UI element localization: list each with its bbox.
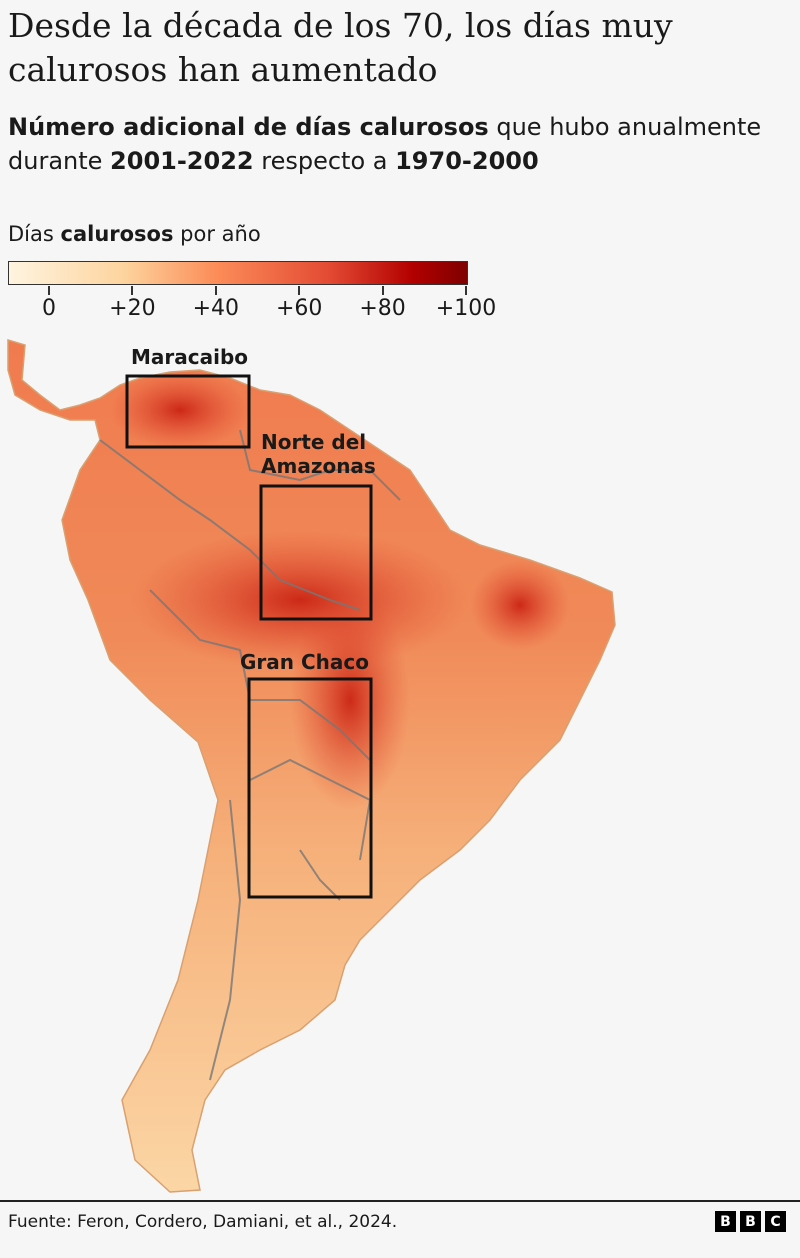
legend-title-pre: Días: [8, 222, 61, 246]
legend-tick: [214, 286, 217, 295]
south-america-map: [7, 339, 616, 1193]
logo-letter: B: [715, 1211, 736, 1232]
region-box-gran-chaco: [247, 677, 373, 899]
subtitle-bold-1: Número adicional de días calurosos: [8, 113, 489, 141]
legend-tick: [381, 286, 384, 295]
legend-tick: [298, 286, 301, 295]
legend-tick: [131, 286, 134, 295]
legend-tick-label: +40: [192, 296, 240, 321]
legend-tick-label: +80: [359, 296, 406, 321]
region-label-maracaibo: Maracaibo: [131, 345, 249, 369]
source-note: Fuente: Feron, Cordero, Damiani, et al.,…: [8, 1212, 398, 1232]
footer-divider: [0, 1200, 800, 1202]
page-title: Desde la década de los 70, los días muy …: [8, 6, 673, 89]
subtitle: Número adicional de días calurosos que h…: [8, 110, 788, 178]
legend-color-bar: [8, 261, 468, 285]
legend-tick-label: +60: [275, 296, 323, 321]
legend-tick-label: +100: [435, 296, 497, 321]
legend-title: Días calurosos por año: [8, 222, 261, 246]
subtitle-bold-5: 1970-2000: [395, 147, 539, 175]
legend-tick-label: +20: [109, 296, 156, 321]
region-box-maracaibo: [125, 374, 251, 449]
region-label-gran-chaco: Gran Chaco: [240, 650, 369, 674]
region-label-norte-amazonas: Norte del Amazonas: [261, 430, 376, 478]
logo-letter: C: [765, 1211, 786, 1232]
legend-tick-label: 0: [42, 296, 56, 321]
subtitle-bold-3: 2001-2022: [110, 147, 254, 175]
legend-title-bold: calurosos: [60, 222, 174, 246]
subtitle-text-2: que hubo anualmente durante: [8, 113, 762, 175]
bbc-logo: B B C: [715, 1211, 786, 1232]
region-box-norte-amazonas: [259, 484, 373, 621]
legend-title-post: por año: [173, 222, 261, 246]
logo-letter: B: [740, 1211, 761, 1232]
legend-tick: [48, 286, 50, 295]
legend-tick: [465, 286, 467, 295]
subtitle-text-4: respecto a: [253, 147, 396, 175]
